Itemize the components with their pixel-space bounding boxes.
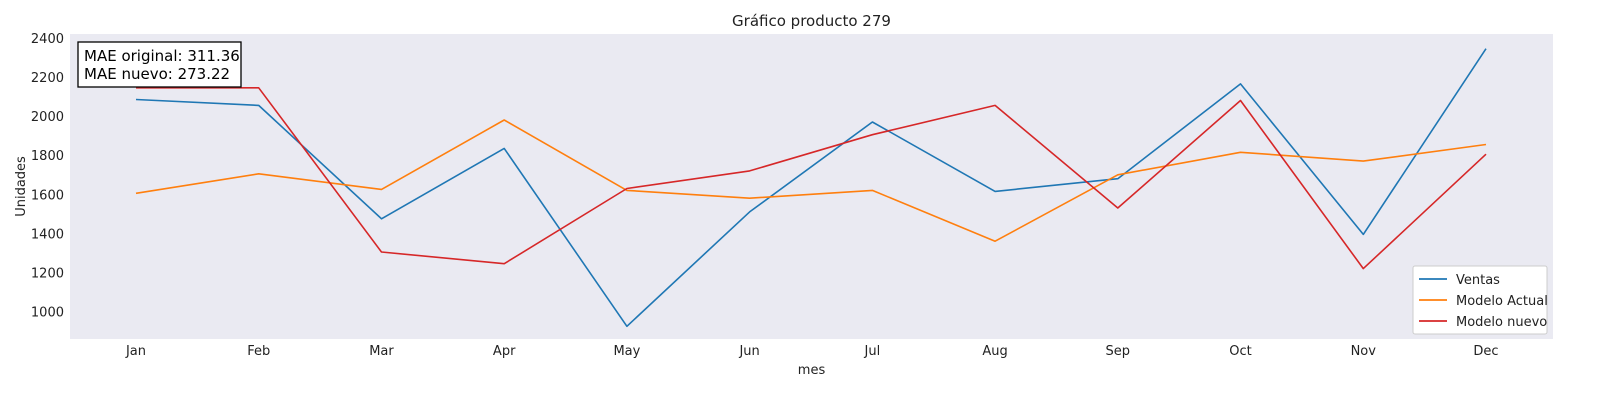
legend-label-2: Modelo Actual [1456, 294, 1548, 309]
x-tick-label: May [613, 344, 640, 359]
legend-box [1412, 265, 1548, 335]
y-tick-label: 2000 [31, 110, 64, 125]
x-axis: Jan Feb Mar Apr May Jun Jul Aug Sep Oct Nov Dec [125, 344, 1499, 359]
x-tick-label: Oct [1229, 344, 1251, 359]
y-tick-label: 1400 [31, 227, 64, 242]
x-tick-label: Jul [864, 344, 881, 359]
y-tick-label: 1600 [31, 188, 64, 203]
y-tick-label: 1000 [31, 306, 64, 321]
x-tick-label: Apr [493, 344, 516, 359]
y-tick-label: 2400 [31, 32, 64, 47]
legend-label-1: Ventas [1456, 273, 1500, 288]
y-axis: 1000 1200 1400 1600 1800 2000 2200 2400 [31, 32, 64, 321]
x-tick-label: Mar [369, 344, 394, 359]
series-group [135, 48, 1487, 328]
y-tick-label: 1800 [31, 149, 64, 164]
y-axis-label: Unidades [14, 156, 29, 217]
legend: Ventas Modelo Actual Modelo nuevo [1412, 265, 1548, 335]
mae-nuevo-label: MAE nuevo: 273.22 [84, 65, 230, 83]
y-tick-label: 1200 [31, 267, 64, 282]
series-line-3 [136, 87, 1487, 270]
chart-title: Gráfico producto 279 [732, 12, 891, 30]
series-line-2 [135, 119, 1487, 242]
y-tick-label: 2200 [31, 71, 64, 86]
x-tick-label: Feb [247, 344, 270, 359]
series-line-1 [135, 48, 1487, 328]
mae-original-label: MAE original: 311.36 [84, 47, 240, 65]
x-tick-label: Dec [1473, 344, 1498, 359]
x-tick-label: Jun [738, 344, 759, 359]
x-tick-label: Aug [982, 344, 1007, 359]
x-tick-label: Sep [1106, 344, 1131, 359]
x-axis-label: mes [798, 363, 826, 378]
mae-annotation-box: MAE original: 311.36 MAE nuevo: 273.22 [77, 41, 242, 88]
plot-area [70, 34, 1553, 339]
x-tick-label: Nov [1351, 344, 1377, 359]
legend-label-3: Modelo nuevo [1456, 315, 1547, 330]
x-tick-label: Jan [125, 344, 146, 359]
